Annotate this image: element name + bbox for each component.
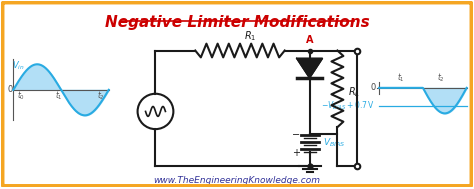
Text: $t_1$: $t_1$ bbox=[397, 72, 405, 84]
Polygon shape bbox=[297, 58, 322, 78]
Text: 0: 0 bbox=[7, 85, 12, 94]
Text: A: A bbox=[306, 35, 313, 45]
Text: $t_1$: $t_1$ bbox=[55, 90, 63, 102]
Text: $t_0$: $t_0$ bbox=[17, 90, 25, 102]
Text: $-V_{BIAS}+0.7\,\mathrm{V}$: $-V_{BIAS}+0.7\,\mathrm{V}$ bbox=[321, 100, 374, 112]
Text: Negative Limiter Modifications: Negative Limiter Modifications bbox=[105, 15, 369, 30]
Text: www.TheEngineeringKnowledge.com: www.TheEngineeringKnowledge.com bbox=[154, 176, 320, 185]
Text: +: + bbox=[292, 148, 300, 158]
Text: $V_{BIAS}$: $V_{BIAS}$ bbox=[323, 137, 346, 149]
Text: 0: 0 bbox=[371, 83, 376, 92]
Text: −: − bbox=[292, 130, 300, 140]
Text: $t_2$: $t_2$ bbox=[97, 90, 105, 102]
Text: $t_2$: $t_2$ bbox=[437, 72, 445, 84]
Text: $R_1$: $R_1$ bbox=[244, 29, 256, 43]
Text: $R_L$: $R_L$ bbox=[348, 85, 361, 99]
Text: $V_{in}$: $V_{in}$ bbox=[12, 60, 25, 73]
